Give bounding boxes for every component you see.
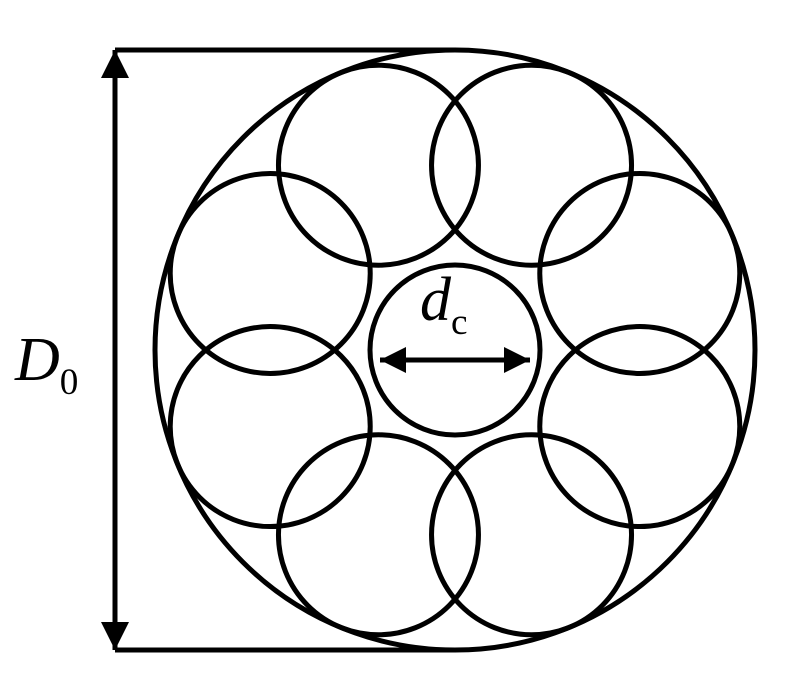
d0-label: D0 [14,326,78,403]
dc-label-main: d [420,266,452,334]
dc-arrow-left [380,347,406,373]
diagram-svg: D0 dc [0,0,807,695]
outer-circle [155,50,755,650]
ring-circle [278,435,478,635]
dc-label-sub: c [451,302,468,343]
d0-label-main: D [14,326,60,394]
dc-arrow-right [504,347,530,373]
ring-circle [432,65,632,265]
ring-circle [278,65,478,265]
ring-circle [540,327,740,527]
dc-label: dc [420,266,468,343]
ring-circle [540,173,740,373]
ring-circle [432,435,632,635]
ring-circle [170,173,370,373]
d0-arrow-top [101,50,129,78]
circle-group [155,50,755,650]
d0-arrow-bottom [101,622,129,650]
center-circle [370,265,540,435]
ring-circle [170,327,370,527]
d0-label-sub: 0 [60,362,79,403]
dimension-group [101,50,530,650]
